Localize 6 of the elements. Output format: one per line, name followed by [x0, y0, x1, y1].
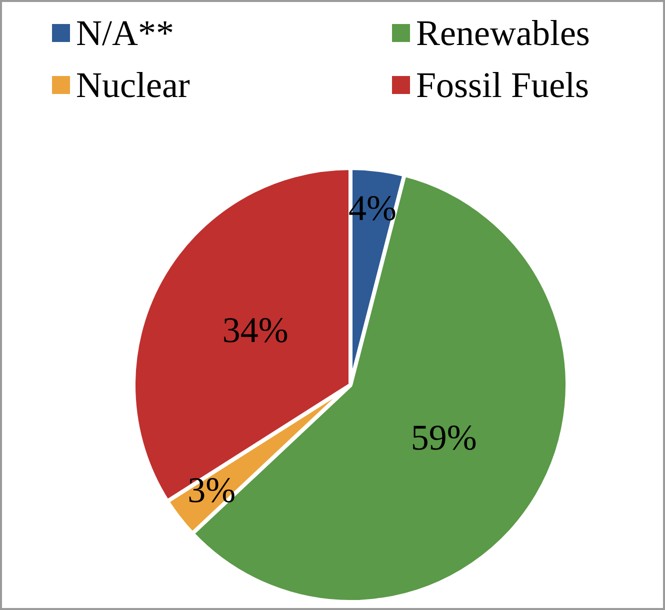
legend-label: Nuclear [76, 64, 190, 107]
legend-label: Fossil Fuels [416, 64, 590, 107]
data-label: 59% [410, 418, 477, 458]
data-label: 34% [222, 310, 288, 350]
legend-label: N/A** [76, 12, 174, 55]
legend-label: Renewables [416, 12, 590, 55]
